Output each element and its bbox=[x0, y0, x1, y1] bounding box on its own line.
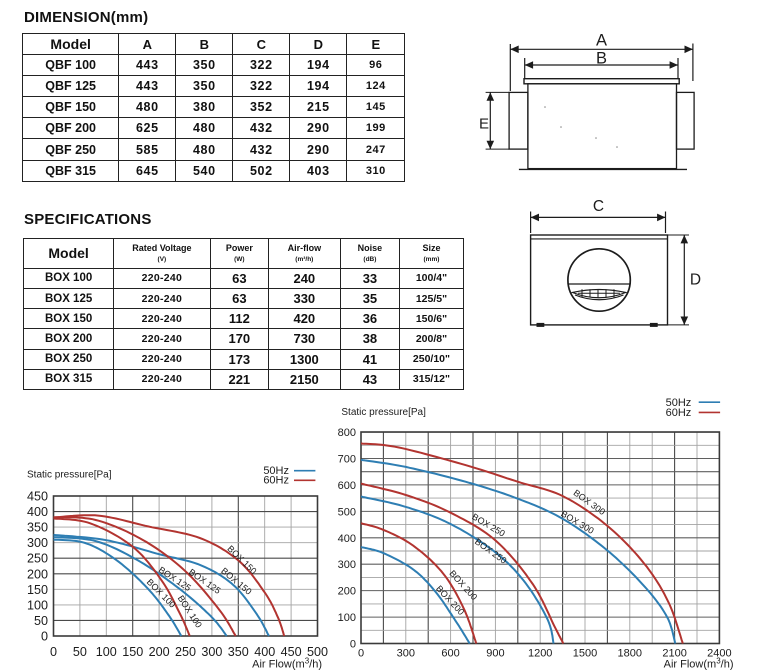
svg-text:A: A bbox=[596, 32, 607, 50]
svg-text:200: 200 bbox=[149, 645, 170, 659]
svg-text:1500: 1500 bbox=[573, 648, 597, 660]
svg-text:50: 50 bbox=[34, 614, 48, 628]
svg-text:50: 50 bbox=[73, 645, 87, 659]
svg-text:250: 250 bbox=[175, 645, 196, 659]
svg-text:2400: 2400 bbox=[707, 648, 731, 660]
svg-text:150: 150 bbox=[27, 583, 48, 597]
svg-text:Static pressure[Pa]: Static pressure[Pa] bbox=[341, 407, 426, 418]
svg-text:200: 200 bbox=[27, 567, 48, 581]
svg-text:0: 0 bbox=[358, 648, 364, 660]
svg-text:Air Flow(m3/h): Air Flow(m3/h) bbox=[252, 657, 322, 671]
svg-text:700: 700 bbox=[338, 454, 356, 466]
svg-text:450: 450 bbox=[281, 645, 302, 659]
svg-text:200: 200 bbox=[338, 586, 356, 598]
svg-text:300: 300 bbox=[397, 648, 415, 660]
svg-text:0: 0 bbox=[41, 630, 48, 644]
svg-text:500: 500 bbox=[307, 645, 328, 659]
svg-text:1200: 1200 bbox=[528, 648, 552, 660]
svg-text:50Hz: 50Hz bbox=[666, 397, 692, 409]
svg-text:100: 100 bbox=[96, 645, 117, 659]
svg-text:100: 100 bbox=[27, 598, 48, 612]
svg-text:0: 0 bbox=[50, 645, 57, 659]
svg-text:600: 600 bbox=[338, 480, 356, 492]
svg-text:900: 900 bbox=[486, 648, 504, 660]
svg-text:0: 0 bbox=[350, 639, 356, 651]
svg-text:350: 350 bbox=[228, 645, 249, 659]
svg-text:60Hz: 60Hz bbox=[263, 475, 289, 487]
svg-text:Static pressure[Pa]: Static pressure[Pa] bbox=[27, 470, 112, 481]
svg-text:400: 400 bbox=[27, 505, 48, 519]
svg-text:60Hz: 60Hz bbox=[666, 407, 692, 419]
svg-text:300: 300 bbox=[27, 536, 48, 550]
svg-text:2100: 2100 bbox=[662, 648, 686, 660]
svg-text:350: 350 bbox=[27, 521, 48, 535]
svg-text:150: 150 bbox=[122, 645, 143, 659]
svg-text:300: 300 bbox=[338, 559, 356, 571]
svg-text:450: 450 bbox=[27, 490, 48, 504]
svg-text:800: 800 bbox=[338, 427, 356, 439]
svg-text:400: 400 bbox=[338, 533, 356, 545]
svg-text:600: 600 bbox=[441, 648, 459, 660]
svg-text:Air Flow(m3/h): Air Flow(m3/h) bbox=[664, 657, 734, 671]
svg-text:400: 400 bbox=[254, 645, 275, 659]
svg-text:C: C bbox=[593, 198, 604, 215]
svg-text:E: E bbox=[479, 116, 489, 133]
svg-text:50Hz: 50Hz bbox=[263, 465, 289, 477]
svg-text:D: D bbox=[690, 272, 701, 289]
svg-text:100: 100 bbox=[338, 612, 356, 624]
svg-text:500: 500 bbox=[338, 506, 356, 518]
svg-text:1800: 1800 bbox=[618, 648, 642, 660]
svg-text:250: 250 bbox=[27, 552, 48, 566]
svg-text:300: 300 bbox=[201, 645, 222, 659]
svg-text:B: B bbox=[596, 50, 607, 68]
